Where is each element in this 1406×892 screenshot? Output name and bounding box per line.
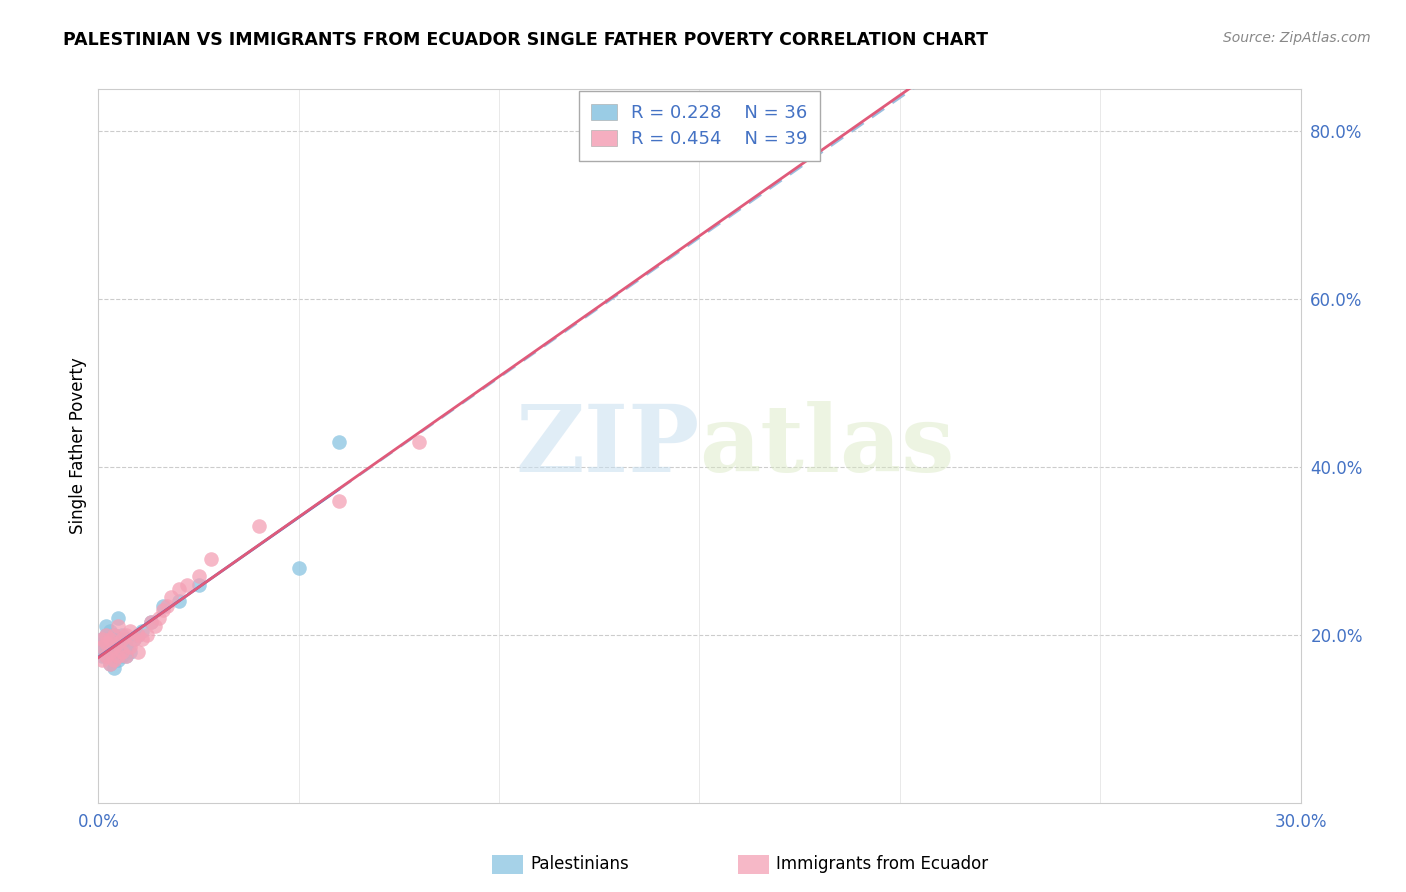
Point	[148, 611, 170, 625]
Point	[103, 640, 125, 655]
Point	[120, 624, 142, 638]
Point	[111, 648, 134, 663]
Point	[152, 599, 174, 613]
Point	[187, 577, 209, 591]
Point	[115, 648, 138, 663]
Point	[96, 648, 118, 663]
Point	[103, 653, 125, 667]
Point	[103, 628, 125, 642]
Y-axis label: Single Father Poverty: Single Father Poverty	[69, 358, 87, 534]
Point	[124, 632, 146, 646]
Point	[111, 645, 134, 659]
Point	[91, 632, 114, 646]
Point	[107, 648, 129, 663]
Point	[91, 636, 114, 650]
Point	[91, 640, 114, 655]
Point	[187, 569, 209, 583]
Point	[328, 434, 350, 449]
Point	[120, 640, 142, 655]
Point	[128, 628, 150, 642]
Point	[200, 552, 222, 566]
Point	[96, 619, 118, 633]
Point	[100, 648, 122, 663]
Text: Source: ZipAtlas.com: Source: ZipAtlas.com	[1223, 31, 1371, 45]
Point	[103, 648, 125, 663]
Point	[131, 632, 153, 646]
Point	[139, 615, 162, 630]
Point	[100, 624, 122, 638]
Point	[176, 577, 198, 591]
Point	[96, 648, 118, 663]
Point	[91, 640, 114, 655]
Point	[100, 632, 122, 646]
Text: Palestinians: Palestinians	[530, 855, 628, 873]
Point	[107, 619, 129, 633]
Point	[100, 657, 122, 672]
Point	[107, 653, 129, 667]
Point	[96, 628, 118, 642]
Point	[96, 628, 118, 642]
Point	[111, 632, 134, 646]
Point	[91, 648, 114, 663]
Legend: R = 0.228    N = 36, R = 0.454    N = 39: R = 0.228 N = 36, R = 0.454 N = 39	[579, 91, 820, 161]
Point	[328, 493, 350, 508]
Point	[135, 628, 157, 642]
Point	[115, 648, 138, 663]
Point	[159, 590, 181, 604]
Point	[115, 632, 138, 646]
Point	[107, 632, 129, 646]
Point	[100, 657, 122, 672]
Point	[124, 632, 146, 646]
Point	[288, 560, 311, 574]
Point	[167, 594, 190, 608]
Point	[100, 645, 122, 659]
Point	[103, 628, 125, 642]
Point	[107, 640, 129, 655]
Point	[120, 645, 142, 659]
Point	[155, 599, 177, 613]
Point	[247, 518, 270, 533]
Point	[167, 582, 190, 596]
Point	[115, 628, 138, 642]
Point	[96, 636, 118, 650]
Point	[91, 653, 114, 667]
Point	[100, 632, 122, 646]
Point	[96, 636, 118, 650]
Point	[107, 636, 129, 650]
Point	[128, 645, 150, 659]
Point	[408, 434, 430, 449]
Point	[103, 661, 125, 675]
Point	[103, 636, 125, 650]
Text: Immigrants from Ecuador: Immigrants from Ecuador	[776, 855, 988, 873]
Text: PALESTINIAN VS IMMIGRANTS FROM ECUADOR SINGLE FATHER POVERTY CORRELATION CHART: PALESTINIAN VS IMMIGRANTS FROM ECUADOR S…	[63, 31, 988, 49]
Text: atlas: atlas	[700, 401, 955, 491]
Point	[128, 628, 150, 642]
Point	[143, 619, 166, 633]
Point	[91, 632, 114, 646]
Point	[111, 636, 134, 650]
Point	[139, 615, 162, 630]
Point	[107, 611, 129, 625]
Text: ZIP: ZIP	[515, 401, 700, 491]
Point	[115, 640, 138, 655]
Point	[152, 603, 174, 617]
Point	[131, 624, 153, 638]
Point	[111, 628, 134, 642]
